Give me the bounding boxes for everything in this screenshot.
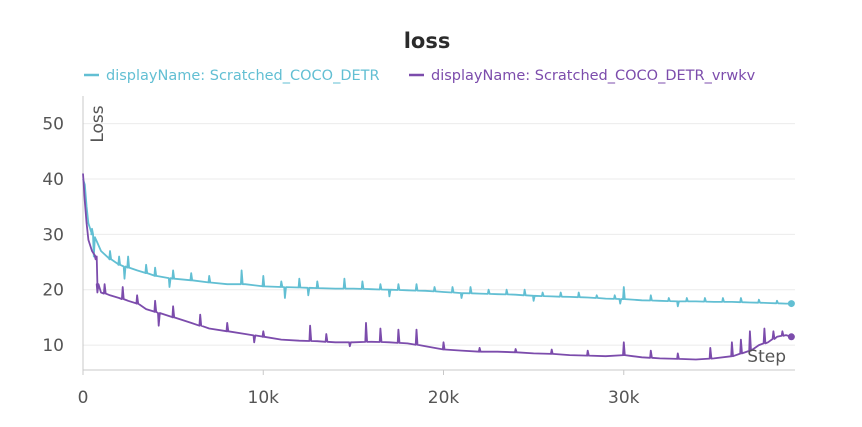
y-tick-label-20: 20 <box>42 281 64 301</box>
chart-title: loss <box>404 29 451 53</box>
series-end-point-2 <box>787 333 795 341</box>
legend-item-series-2[interactable]: displayName: Scratched_COCO_DETR_vrwkv <box>409 68 756 84</box>
legend-label-series-1: displayName: Scratched_COCO_DETR <box>106 68 380 84</box>
y-tick-label-50: 50 <box>42 115 64 135</box>
series-line-2 <box>82 173 792 361</box>
x-tick-label-20k: 20k <box>428 388 460 408</box>
y-tick-label-30: 30 <box>42 225 64 245</box>
series-line-1 <box>82 178 792 308</box>
legend-item-series-1[interactable]: displayName: Scratched_COCO_DETR <box>84 68 380 84</box>
legend: displayName: Scratched_COCO_DETR display… <box>84 68 756 84</box>
y-axis-ticks: 10 20 30 40 50 <box>42 115 64 356</box>
series-layer <box>82 173 795 361</box>
x-axis-ticks: 0 10k 20k 30k <box>78 370 640 408</box>
series-end-point-1 <box>787 300 795 308</box>
grid <box>82 96 795 371</box>
x-axis-label: Step <box>747 347 786 367</box>
y-tick-label-40: 40 <box>42 170 64 190</box>
y-axis-label: Loss <box>88 105 108 142</box>
series-1 <box>82 178 795 308</box>
y-tick-label-10: 10 <box>42 336 64 356</box>
x-tick-label-0: 0 <box>78 388 89 408</box>
legend-label-series-2: displayName: Scratched_COCO_DETR_vrwkv <box>431 68 756 84</box>
x-tick-label-10k: 10k <box>248 388 280 408</box>
series-2 <box>82 173 795 361</box>
x-tick-label-30k: 30k <box>608 388 640 408</box>
